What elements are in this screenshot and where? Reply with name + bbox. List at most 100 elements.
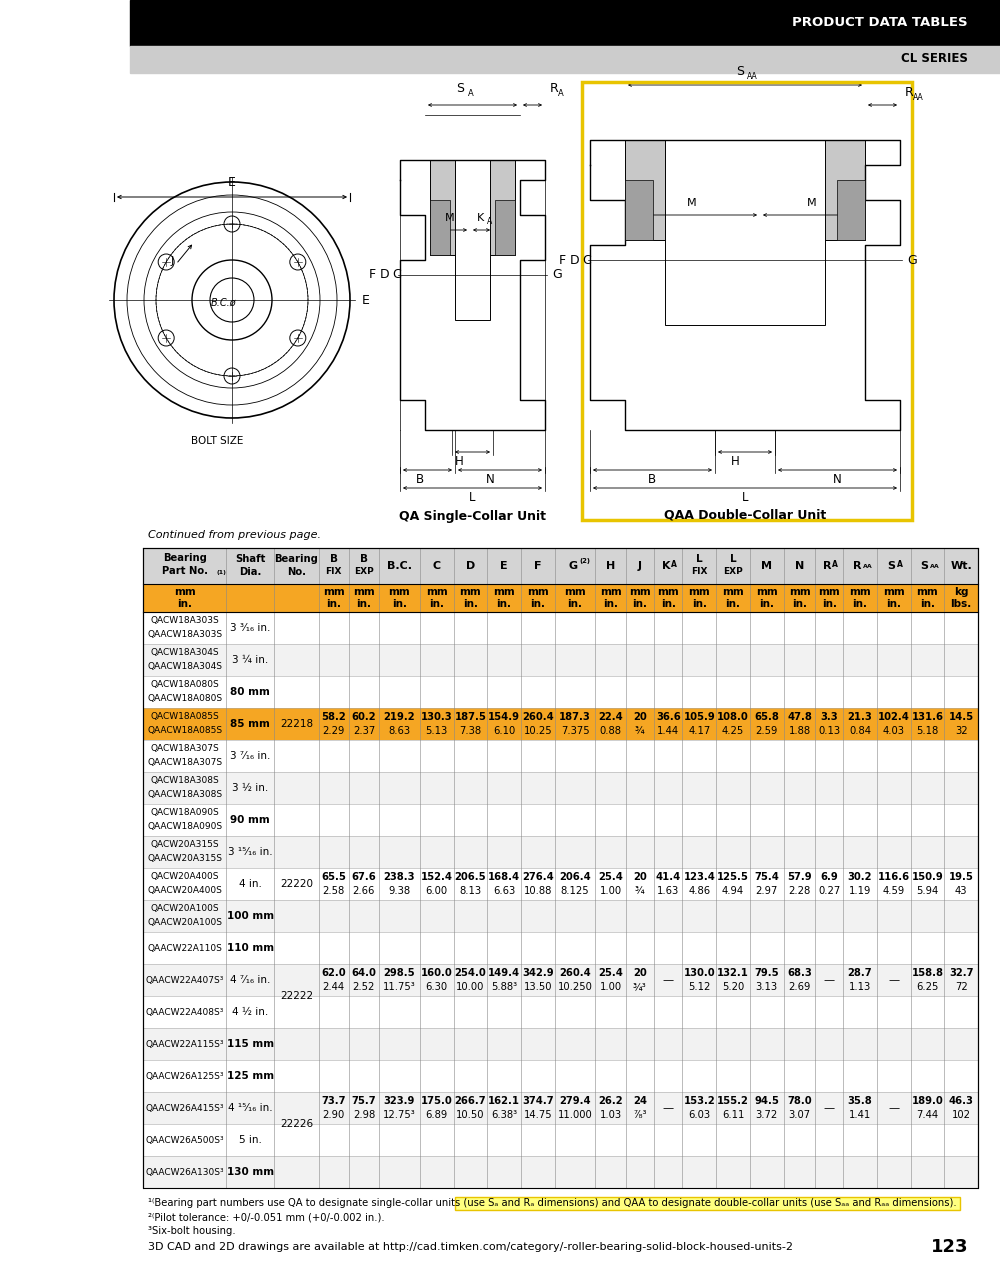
Text: 6.25: 6.25	[916, 982, 939, 992]
Text: S: S	[888, 561, 896, 571]
Bar	[143, 932, 978, 964]
Text: mm: mm	[600, 588, 621, 596]
Text: 125 mm: 125 mm	[227, 1071, 274, 1082]
Text: 1.13: 1.13	[849, 982, 871, 992]
Text: M: M	[687, 198, 697, 207]
Text: K: K	[662, 561, 670, 571]
Text: 3.07: 3.07	[788, 1110, 811, 1120]
Text: A: A	[487, 218, 492, 227]
Text: mm: mm	[818, 588, 840, 596]
Text: 67.6: 67.6	[352, 872, 376, 882]
Text: AA: AA	[747, 72, 758, 81]
Text: mm: mm	[389, 588, 410, 596]
Text: 75.7: 75.7	[352, 1096, 376, 1106]
Text: Part No.: Part No.	[162, 566, 208, 576]
Text: 102: 102	[952, 1110, 971, 1120]
Bar	[143, 1060, 978, 1092]
Text: mm: mm	[629, 588, 651, 596]
Text: mm: mm	[353, 588, 375, 596]
Text: 19.5: 19.5	[949, 872, 974, 882]
Text: 20: 20	[633, 712, 647, 722]
Text: F: F	[534, 561, 542, 571]
Text: 0.84: 0.84	[849, 726, 871, 736]
Text: 162.1: 162.1	[488, 1096, 520, 1106]
Text: 123: 123	[930, 1238, 968, 1256]
Bar	[430, 160, 515, 255]
Text: E: E	[500, 561, 508, 571]
Text: 131.6: 131.6	[911, 712, 943, 722]
Text: 65.5: 65.5	[321, 872, 346, 882]
Text: 28.7: 28.7	[848, 968, 872, 978]
Text: 130 mm: 130 mm	[227, 1167, 274, 1178]
Text: in.: in.	[497, 599, 512, 609]
Text: ¾³: ¾³	[633, 982, 647, 992]
Text: 13.50: 13.50	[524, 982, 552, 992]
Text: 58.2: 58.2	[321, 712, 346, 722]
Text: 3.13: 3.13	[756, 982, 778, 992]
Text: QACW20A315S: QACW20A315S	[150, 841, 219, 850]
Text: 79.5: 79.5	[754, 968, 779, 978]
Text: S: S	[736, 65, 744, 78]
Text: R: R	[853, 561, 861, 571]
Text: in.: in.	[392, 599, 407, 609]
Text: (1): (1)	[216, 570, 226, 575]
Text: ⁷⁄₈³: ⁷⁄₈³	[633, 1110, 647, 1120]
Text: 5.18: 5.18	[916, 726, 939, 736]
Text: 32.7: 32.7	[949, 968, 973, 978]
Text: 4.59: 4.59	[883, 886, 905, 896]
Text: Bearing: Bearing	[275, 554, 318, 564]
Text: 80 mm: 80 mm	[230, 687, 270, 698]
Text: Wt.: Wt.	[950, 561, 972, 571]
Text: 4.03: 4.03	[883, 726, 905, 736]
Bar	[143, 1092, 978, 1124]
Text: (2): (2)	[579, 558, 590, 564]
Text: in.: in.	[759, 599, 774, 609]
Text: 22222: 22222	[280, 991, 313, 1001]
Text: QAACW22A110S: QAACW22A110S	[147, 943, 222, 952]
Text: 22218: 22218	[280, 719, 313, 730]
Text: 1.41: 1.41	[849, 1110, 871, 1120]
Text: QAACW26A130S³: QAACW26A130S³	[145, 1167, 224, 1176]
Text: D: D	[380, 269, 390, 282]
Text: 78.0: 78.0	[787, 1096, 812, 1106]
Text: mm: mm	[564, 588, 586, 596]
Text: PRODUCT DATA TABLES: PRODUCT DATA TABLES	[792, 17, 968, 29]
Text: J: J	[638, 561, 642, 571]
Text: in.: in.	[463, 599, 478, 609]
Bar	[455, 160, 490, 320]
Text: D: D	[570, 253, 580, 266]
Text: mm: mm	[917, 588, 938, 596]
Text: mm: mm	[883, 588, 905, 596]
Bar	[625, 180, 653, 241]
Text: 6.10: 6.10	[493, 726, 515, 736]
Text: 14.75: 14.75	[523, 1110, 552, 1120]
Text: L: L	[469, 492, 476, 504]
Text: in.: in.	[920, 599, 935, 609]
Text: 115 mm: 115 mm	[227, 1039, 274, 1050]
Text: F: F	[558, 253, 566, 266]
Text: 94.5: 94.5	[754, 1096, 779, 1106]
Text: A: A	[468, 90, 473, 99]
Text: QACW18A304S: QACW18A304S	[150, 649, 219, 658]
Text: 100 mm: 100 mm	[227, 911, 274, 922]
Text: F: F	[368, 269, 376, 282]
Text: QACW18A085S: QACW18A085S	[150, 713, 219, 722]
Text: Bearing: Bearing	[163, 553, 207, 563]
Text: 6.38³: 6.38³	[491, 1110, 517, 1120]
Text: in.: in.	[853, 599, 868, 609]
Bar	[143, 740, 978, 772]
Text: 102.4: 102.4	[878, 712, 910, 722]
Text: FIX: FIX	[691, 567, 708, 576]
Text: L: L	[730, 554, 736, 564]
Text: 72: 72	[955, 982, 968, 992]
Text: 64.0: 64.0	[351, 968, 376, 978]
Text: 3 ¹⁵⁄₁₆ in.: 3 ¹⁵⁄₁₆ in.	[228, 847, 273, 858]
Bar	[143, 804, 978, 836]
Bar	[625, 140, 865, 241]
Text: 0.27: 0.27	[818, 886, 840, 896]
Text: 2.98: 2.98	[353, 1110, 375, 1120]
Text: 3.3: 3.3	[820, 712, 838, 722]
Text: mm: mm	[688, 588, 710, 596]
Text: ¹⁽Bearing part numbers use QA to designate single-collar units (use Sₐ and Rₐ di: ¹⁽Bearing part numbers use QA to designa…	[148, 1198, 957, 1208]
Text: 187.3: 187.3	[559, 712, 591, 722]
